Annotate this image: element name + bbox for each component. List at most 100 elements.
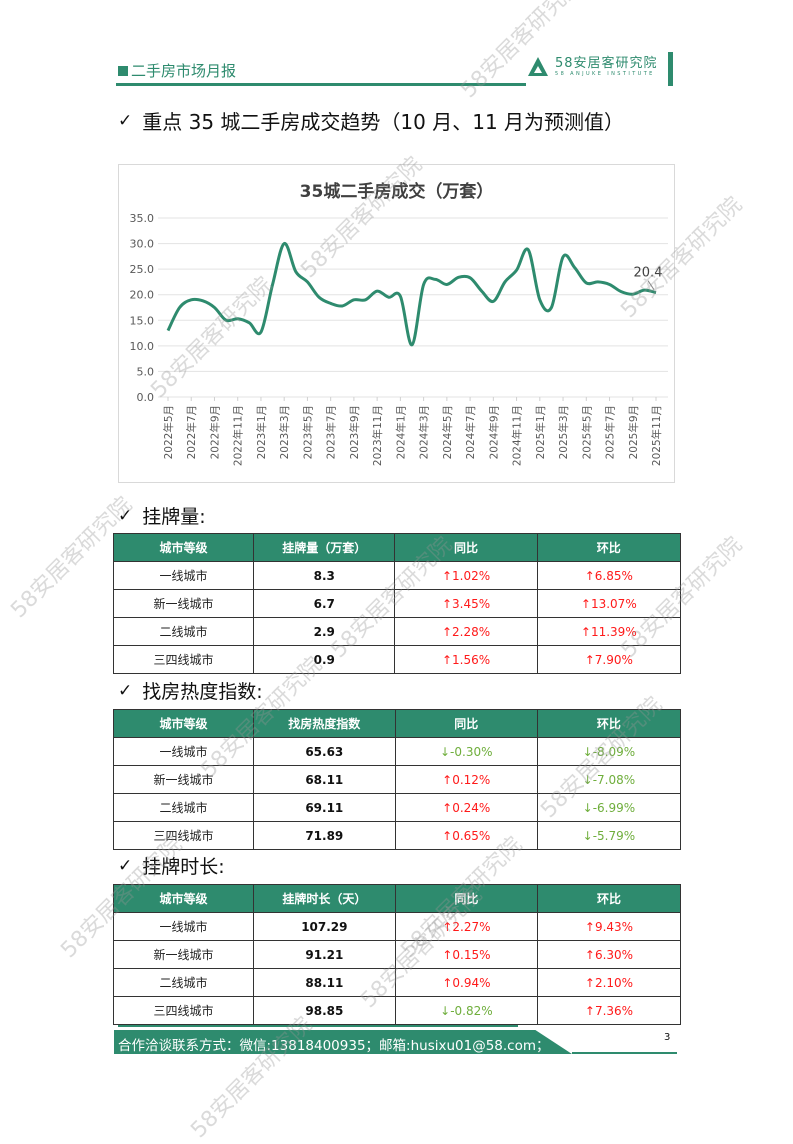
value-cell: 69.11 [252, 793, 396, 822]
value-cell: 68.11 [252, 765, 396, 794]
column-header: 同比 [394, 533, 538, 562]
column-header: 挂牌量（万套） [253, 533, 396, 562]
column-header: 环比 [536, 533, 682, 562]
value-cell: 8.3 [253, 561, 396, 590]
report-title-text: 二手房市场月报 [131, 62, 237, 80]
mom-cell: ↑11.39% [536, 617, 682, 646]
x-tick-label: 2024年11月 [511, 405, 524, 466]
city-tier-cell: 二线城市 [113, 793, 254, 822]
mom-cell: ↑9.43% [536, 912, 682, 941]
y-tick-label: 30.0 [130, 238, 155, 251]
value-cell: 71.89 [252, 821, 396, 850]
column-header: 城市等级 [113, 709, 254, 738]
city-tier-cell: 三四线城市 [113, 996, 254, 1025]
value-cell: 65.63 [252, 737, 396, 766]
logo: 58安居客研究院 58 ANJUKE INSTITUTE [527, 56, 658, 78]
data-line [166, 242, 657, 347]
y-tick-label: 5.0 [137, 365, 155, 378]
mom-cell: ↑7.90% [536, 645, 682, 674]
logo-en-text: 58 ANJUKE INSTITUTE [555, 71, 655, 77]
column-header: 环比 [536, 709, 682, 738]
check-icon: ✓ [118, 505, 133, 526]
square-bullet-icon [118, 65, 128, 76]
value-cell: 6.7 [253, 589, 396, 618]
city-tier-cell: 一线城市 [113, 737, 254, 766]
section-title: 挂牌时长: [142, 856, 225, 878]
check-icon: ✓ [118, 680, 133, 701]
value-cell: 91.21 [252, 940, 396, 969]
line-chart: 35城二手房成交（万套） 0.0 5.0 10.0 15.0 20.0 25.0 30.0 3… [118, 164, 675, 483]
city-tier-cell: 新一线城市 [112, 589, 255, 618]
yoy-cell: ↑0.94% [394, 968, 538, 997]
table-row: 新一线城市 6.7 ↑3.45% ↑13.07% [112, 589, 682, 618]
y-tick-label: 0.0 [137, 391, 155, 404]
yoy-cell: ↓-0.82% [394, 996, 538, 1025]
yoy-cell: ↑0.24% [394, 793, 538, 822]
x-tick-label: 2023年1月 [255, 405, 268, 459]
data-label: 20.4 [634, 266, 663, 281]
table-row: 二线城市 2.9 ↑2.28% ↑11.39% [112, 617, 682, 646]
value-cell: 0.9 [253, 645, 396, 674]
watermark: 58安居客研究院 [456, 0, 588, 104]
city-tier-cell: 二线城市 [112, 617, 255, 646]
table-row: 一线城市 8.3 ↑1.02% ↑6.85% [112, 561, 682, 590]
footer-right-line [572, 1052, 677, 1054]
header-divider [116, 83, 526, 86]
data-table: 城市等级 挂牌量（万套） 同比 环比 一线城市 8.3 ↑1.02% ↑6.85% 新一线城市 6… [112, 533, 682, 674]
footer-bar [114, 1030, 572, 1054]
yoy-cell: ↑2.28% [394, 617, 538, 646]
x-tick-label: 2025年5月 [580, 405, 593, 459]
section-heading-trend: ✓ 重点 35 城二手房成交趋势（10 月、11 月为预测值） [118, 106, 624, 135]
section-heading: ✓ 挂牌量: [118, 502, 206, 529]
x-tick-label: 2023年7月 [325, 405, 338, 459]
city-tier-cell: 一线城市 [112, 561, 255, 590]
x-tick-label: 2024年9月 [487, 405, 500, 459]
table-row: 新一线城市 91.21 ↑0.15% ↑6.30% [113, 940, 682, 969]
section-heading: ✓ 挂牌时长: [118, 852, 225, 879]
value-cell: 107.29 [252, 912, 396, 941]
yoy-cell: ↑0.65% [394, 821, 538, 850]
footer-contact: 合作洽谈联系方式：微信:13818400935；邮箱:husixu01@58.c… [118, 1038, 550, 1054]
page-number: 3 [664, 1032, 671, 1043]
y-tick-label: 10.0 [130, 340, 155, 353]
yoy-cell: ↑1.02% [394, 561, 538, 590]
value-cell: 98.85 [252, 996, 396, 1025]
chart-plot-area: 0.0 5.0 10.0 15.0 20.0 25.0 30.0 35.0 2022年5月 202… [130, 212, 668, 466]
mom-cell: ↓-5.79% [536, 821, 682, 850]
yoy-cell: ↑0.15% [394, 940, 538, 969]
table-row: 三四线城市 98.85 ↓-0.82% ↑7.36% [113, 996, 682, 1025]
x-tick-label: 2025年7月 [604, 405, 617, 459]
x-tick-label: 2025年9月 [627, 405, 640, 459]
y-tick-label: 25.0 [130, 263, 155, 276]
x-tick-label: 2025年1月 [534, 405, 547, 459]
check-icon: ✓ [118, 855, 133, 876]
x-tick-label: 2024年1月 [394, 405, 407, 459]
mom-cell: ↓-6.99% [536, 793, 682, 822]
mom-cell: ↓-8.09% [536, 737, 682, 766]
section-title: 挂牌量: [142, 506, 206, 528]
column-header: 同比 [394, 709, 538, 738]
table-row: 二线城市 69.11 ↑0.24% ↓-6.99% [113, 793, 682, 822]
column-header: 环比 [536, 884, 682, 913]
annotation-leader [647, 280, 655, 290]
x-tick-label: 2023年3月 [278, 405, 291, 459]
y-tick-label: 20.0 [130, 289, 155, 302]
yoy-cell: ↓-0.30% [394, 737, 538, 766]
column-header: 找房热度指数 [252, 709, 396, 738]
header-accent-bar [668, 52, 673, 86]
city-tier-cell: 三四线城市 [113, 821, 254, 850]
x-tick-label: 2024年5月 [441, 405, 454, 459]
report-title: 二手房市场月报 [118, 60, 236, 81]
yoy-cell: ↑2.27% [394, 912, 538, 941]
column-header: 同比 [394, 884, 538, 913]
mom-cell: ↑7.36% [536, 996, 682, 1025]
table-row: 新一线城市 68.11 ↑0.12% ↓-7.08% [113, 765, 682, 794]
mom-cell: ↑2.10% [536, 968, 682, 997]
check-icon: ✓ [118, 110, 133, 131]
data-table: 城市等级 找房热度指数 同比 环比 一线城市 65.63 ↓-0.30% ↓-8.09% 新一线… [113, 709, 682, 850]
table-row: 一线城市 65.63 ↓-0.30% ↓-8.09% [113, 737, 682, 766]
x-tick-label: 2022年9月 [208, 405, 221, 459]
yoy-cell: ↑3.45% [394, 589, 538, 618]
logo-mark-icon [528, 57, 548, 76]
yoy-cell: ↑1.56% [394, 645, 538, 674]
